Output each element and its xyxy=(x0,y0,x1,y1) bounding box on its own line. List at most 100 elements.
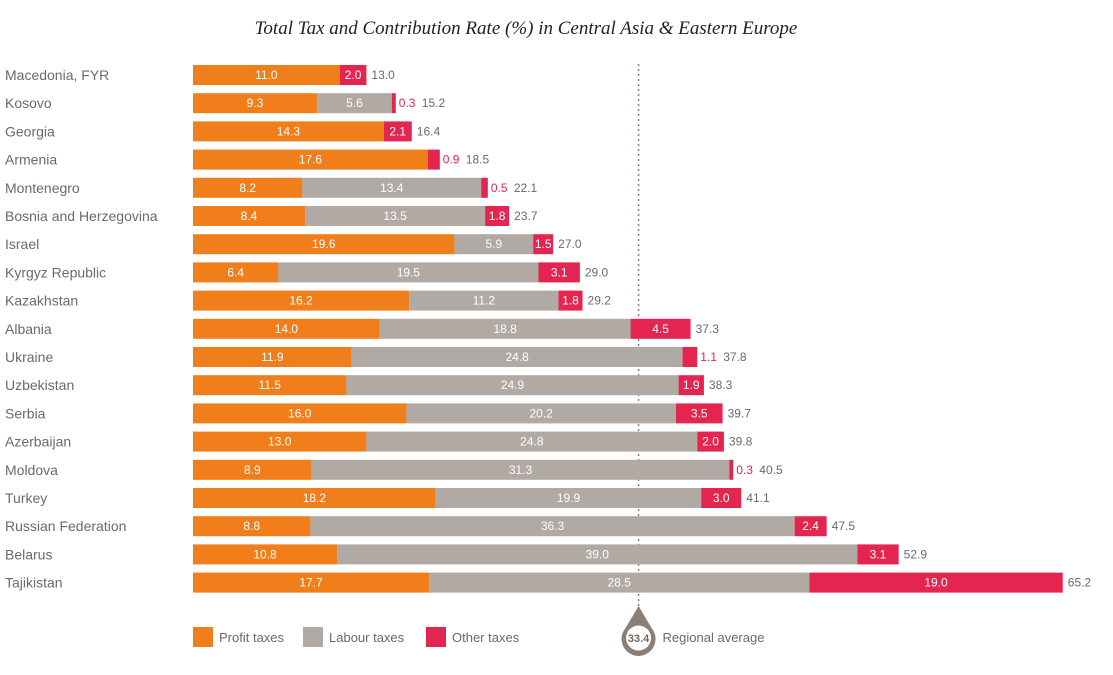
segment-value-label: 36.3 xyxy=(541,519,565,533)
bar-row: Georgia 14.3 2.1 16.4 xyxy=(5,121,441,142)
bar-row: Bosnia and Herzegovina 8.4 13.5 1.8 23.7 xyxy=(5,206,538,226)
segment-value-label: 3.0 xyxy=(713,491,730,505)
category-label: Serbia xyxy=(5,405,46,421)
category-label: Montenegro xyxy=(5,180,80,196)
segment-value-label: 24.8 xyxy=(505,350,529,364)
bar-segment xyxy=(678,375,704,396)
segment-value-label: 8.4 xyxy=(241,209,258,223)
segment-value-label: 0.9 xyxy=(443,153,460,167)
droplet-inner xyxy=(626,625,652,651)
legend-item: Profit taxes xyxy=(193,627,285,647)
legend-item: Other taxes xyxy=(426,627,520,647)
total-value-label: 41.1 xyxy=(746,491,770,505)
segment-value-label: 19.6 xyxy=(312,237,336,251)
bar-segment xyxy=(454,234,534,255)
total-value-label: 13.0 xyxy=(371,68,395,82)
segment-value-label: 8.2 xyxy=(239,181,256,195)
bar-segment xyxy=(809,572,1063,593)
category-label: Uzbekistan xyxy=(5,377,74,393)
legend: Profit taxes Labour taxes Other taxes 33.4 R… xyxy=(193,606,764,656)
bar-segment xyxy=(533,234,554,255)
bar-row: Russian Federation 8.8 36.3 2.4 47.5 xyxy=(5,516,855,537)
total-value-label: 27.0 xyxy=(558,237,582,251)
legend-item: Labour taxes xyxy=(303,627,405,647)
segment-value-label: 8.8 xyxy=(243,519,260,533)
segment-value-label: 19.5 xyxy=(397,265,421,279)
bar-segment xyxy=(193,459,312,480)
bar-segment xyxy=(193,488,436,508)
segment-value-label: 4.5 xyxy=(652,322,669,336)
regional-average-label: Regional average xyxy=(663,630,765,645)
bar-segment xyxy=(485,206,510,226)
legend-label: Labour taxes xyxy=(329,630,405,645)
segment-value-label: 0.3 xyxy=(736,463,753,477)
segment-value-label: 24.8 xyxy=(520,435,544,449)
regional-average-marker: 33.4 Regional average xyxy=(621,606,765,656)
bar-segment xyxy=(193,290,410,311)
segment-value-label: 8.9 xyxy=(244,463,261,477)
bar-segment xyxy=(427,149,440,170)
total-value-label: 40.5 xyxy=(759,463,783,477)
segment-value-label: 13.5 xyxy=(383,209,407,223)
bar-segment xyxy=(409,290,559,311)
total-value-label: 65.2 xyxy=(1068,576,1092,590)
category-label: Russian Federation xyxy=(5,518,126,534)
bar-segment xyxy=(391,93,396,114)
segment-value-label: 1.8 xyxy=(489,209,506,223)
bar-row: Kosovo 9.3 5.6 0.3 15.2 xyxy=(5,93,446,114)
bar-segment xyxy=(193,544,338,565)
segment-value-label: 9.3 xyxy=(247,96,264,110)
category-label: Kyrgyz Republic xyxy=(5,264,106,280)
bar-segment xyxy=(311,459,730,480)
bars-group: Macedonia, FYR 11.0 2.0 13.0 Kosovo 9.3 5.6 0.3… xyxy=(5,65,1091,593)
segment-value-label: 3.1 xyxy=(870,547,887,561)
bar-row: Ukraine 11.9 24.8 1.1 37.8 xyxy=(5,347,747,367)
segment-value-label: 6.4 xyxy=(227,265,244,279)
bar-segment xyxy=(383,121,412,142)
category-label: Tajikistan xyxy=(5,575,63,591)
bar-row: Belarus 10.8 39.0 3.1 52.9 xyxy=(5,544,927,565)
category-label: Ukraine xyxy=(5,349,53,365)
bar-segment xyxy=(729,459,734,480)
total-value-label: 39.7 xyxy=(728,406,752,420)
segment-value-label: 2.0 xyxy=(345,68,362,82)
total-value-label: 37.8 xyxy=(723,350,747,364)
total-value-label: 18.5 xyxy=(466,153,490,167)
segment-value-label: 11.5 xyxy=(258,378,281,392)
bar-row: Kyrgyz Republic 6.4 19.5 3.1 29.0 xyxy=(5,262,609,283)
bar-segment xyxy=(193,93,318,114)
segment-value-label: 13.4 xyxy=(380,181,404,195)
bar-segment xyxy=(317,93,392,114)
total-value-label: 37.3 xyxy=(696,322,720,336)
segment-value-label: 18.8 xyxy=(493,322,517,336)
segment-value-label: 20.2 xyxy=(529,406,553,420)
segment-value-label: 1.5 xyxy=(535,237,552,251)
bar-row: Montenegro 8.2 13.4 0.5 22.1 xyxy=(5,177,537,198)
category-label: Azerbaijan xyxy=(5,434,71,450)
category-label: Albania xyxy=(5,321,52,337)
segment-value-label: 1.8 xyxy=(562,294,579,308)
bar-segment xyxy=(193,177,303,198)
segment-value-label: 39.0 xyxy=(586,547,610,561)
segment-value-label: 11.0 xyxy=(255,68,278,82)
segment-value-label: 16.2 xyxy=(289,294,313,308)
bar-segment xyxy=(278,262,539,283)
segment-value-label: 3.5 xyxy=(691,406,708,420)
segment-value-label: 1.9 xyxy=(683,378,700,392)
total-value-label: 15.2 xyxy=(422,96,446,110)
total-value-label: 29.0 xyxy=(585,265,609,279)
category-label: Armenia xyxy=(5,152,57,168)
bar-segment xyxy=(857,544,899,565)
segment-value-label: 2.1 xyxy=(389,124,406,138)
segment-value-label: 3.1 xyxy=(551,265,568,279)
segment-value-label: 11.9 xyxy=(261,350,284,364)
bar-row: Uzbekistan 11.5 24.9 1.9 38.3 xyxy=(5,375,733,396)
bar-row: Tajikistan 17.7 28.5 19.0 65.2 xyxy=(5,572,1092,593)
bar-segment xyxy=(538,262,580,283)
bar-row: Moldova 8.9 31.3 0.3 40.5 xyxy=(5,459,783,480)
bar-row: Israel 19.6 5.9 1.5 27.0 xyxy=(5,234,582,255)
segment-value-label: 13.0 xyxy=(268,435,292,449)
total-value-label: 16.4 xyxy=(417,124,441,138)
